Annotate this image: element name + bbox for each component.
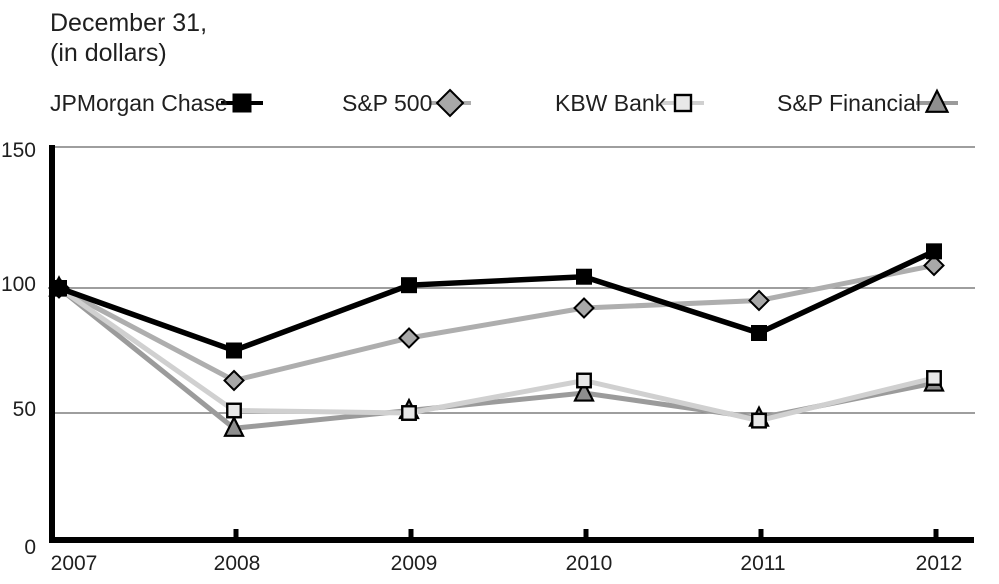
marker-jpmorgan-chase-2012 [926,243,942,260]
marker-jpmorgan-chase-2011 [751,325,767,341]
marker-jpmorgan-chase-2007 [51,280,67,296]
y-tick-label-100: 100 [0,273,36,296]
y-tick-label-150: 150 [0,139,36,162]
legend-label-sp-500: S&P 500 [342,90,433,116]
marker-kbw-bank-2010 [576,372,592,389]
y-tick-label-0: 0 [24,536,36,559]
marker-s-p-500-2010 [573,297,595,319]
x-tick-2012 [933,529,939,537]
marker-legend-kbw-bank [673,93,693,113]
marker-legend-jpmorgan-chase [232,93,252,113]
marker-s-p-financial-2008 [223,415,245,437]
chart-title: December 31, (in dollars) [50,8,207,68]
marker-s-p-500-2009 [398,327,420,349]
marker-kbw-bank-2011 [751,412,767,429]
x-tick-2008 [233,529,239,537]
marker-s-p-500-2012 [923,254,945,277]
y-axis [49,145,55,543]
marker-s-p-financial-2010 [573,380,595,402]
series-line-s-p-500 [57,262,935,384]
x-axis [49,537,974,543]
marker-kbw-bank-2012 [926,370,942,386]
series-line-jpmorgan-chase [58,248,936,354]
marker-jpmorgan-chase-2010 [576,268,592,285]
x-tick-label-2012: 2012 [915,552,963,575]
marker-jpmorgan-chase-2008 [226,342,242,359]
marker-s-p-500-2011 [748,289,770,312]
x-tick-label-2008: 2008 [213,552,261,575]
marker-kbw-bank-2009 [401,405,417,421]
legend-label-kbw-bank: KBW Bank [555,90,667,116]
legend-label-jpmorgan-chase: JPMorgan Chase [50,90,228,116]
y-tick-label-50: 50 [12,398,36,421]
marker-legend-s-p-financial [924,88,950,113]
legend-label-sp-financial: S&P Financial [777,90,922,116]
x-tick-label-2011: 2011 [740,552,786,575]
marker-jpmorgan-chase-2009 [401,277,417,294]
marker-s-p-500-2008 [223,369,245,392]
x-tick-label-2010: 2010 [565,552,613,575]
series-line-kbw-bank [57,285,935,424]
chart-title-line2: (in dollars) [50,39,167,67]
x-tick-2010 [583,529,589,537]
x-tick-2011 [758,529,764,537]
x-tick-label-2007: 2007 [50,552,98,575]
marker-kbw-bank-2008 [226,402,242,419]
chart-title-line1: December 31, [50,9,208,37]
x-tick-2009 [408,529,414,537]
x-tick-label-2009: 2009 [390,552,438,575]
marker-legend-s-p-500 [435,88,465,118]
